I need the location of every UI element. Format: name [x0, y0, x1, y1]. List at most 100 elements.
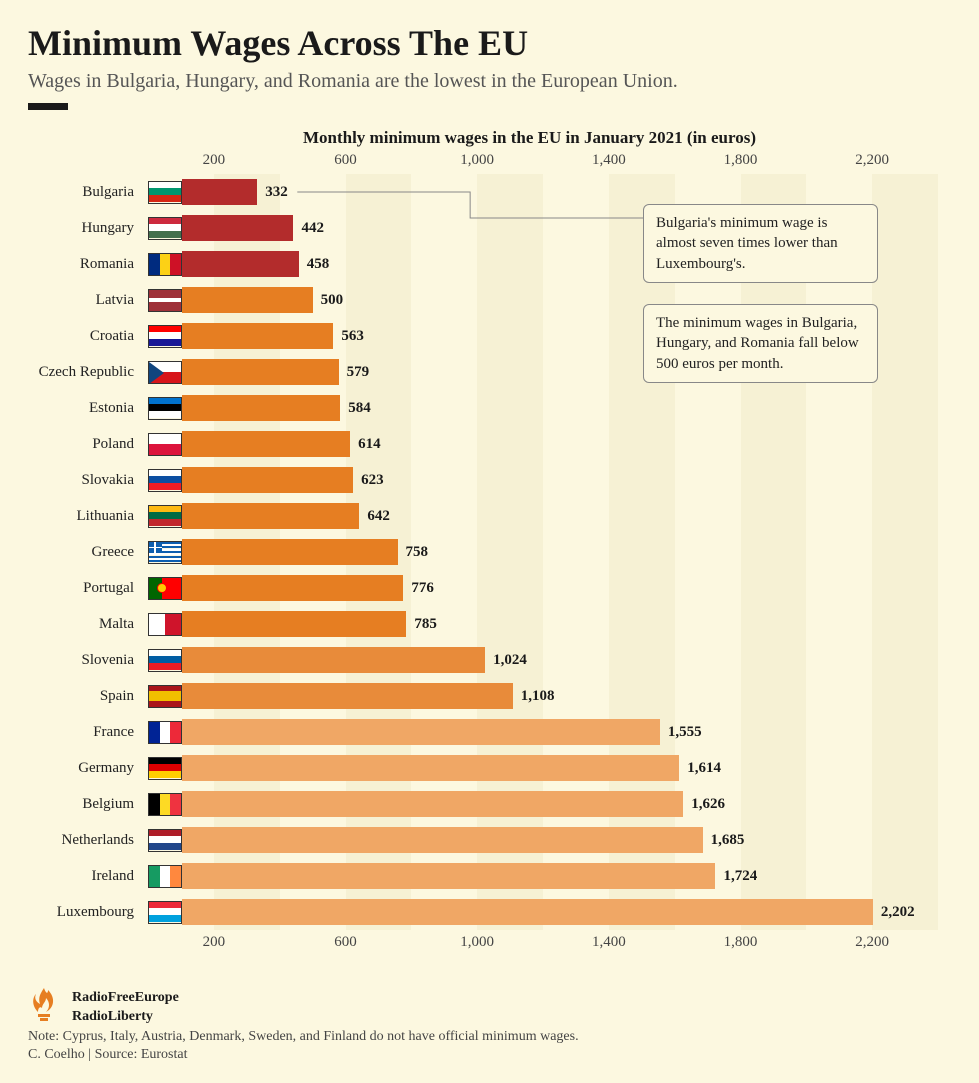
country-label: Slovakia [36, 472, 134, 489]
bar [182, 359, 339, 385]
logo-text-1: RadioFreeEurope [72, 990, 179, 1005]
bar-row: Lithuania642 [148, 498, 951, 534]
bar [182, 323, 333, 349]
bar-value: 614 [358, 436, 381, 453]
flag-croatia [148, 325, 182, 348]
bar-value: 500 [321, 292, 344, 309]
bar [182, 827, 703, 853]
chart-plot: Bulgaria332Hungary442Romania458Latvia500… [148, 174, 951, 930]
bar-row: Slovenia1,024 [148, 642, 951, 678]
bar [182, 539, 398, 565]
bar-row: Estonia584 [148, 390, 951, 426]
x-axis-bottom: 2006001,0001,4001,8002,200 [148, 934, 951, 956]
page-title: Minimum Wages Across The EU [28, 22, 951, 64]
bar-value: 642 [367, 508, 390, 525]
bar-value: 623 [361, 472, 384, 489]
flag-greece [148, 541, 182, 564]
axis-tick: 2,200 [855, 934, 889, 951]
axis-tick: 1,800 [724, 934, 758, 951]
country-label: Bulgaria [36, 184, 134, 201]
axis-tick: 1,000 [460, 152, 494, 169]
page-subtitle: Wages in Bulgaria, Hungary, and Romania … [28, 70, 951, 93]
country-label: Netherlands [36, 832, 134, 849]
bar [182, 647, 485, 673]
country-label: Germany [36, 760, 134, 777]
country-label: Hungary [36, 220, 134, 237]
flag-romania [148, 253, 182, 276]
bar-value: 563 [341, 328, 364, 345]
bar [182, 791, 683, 817]
bar [182, 431, 350, 457]
bar-value: 1,724 [723, 868, 757, 885]
accent-bar [28, 103, 68, 110]
footer: RadioFreeEurope RadioLiberty [28, 986, 951, 1027]
bar-row: Ireland1,724 [148, 858, 951, 894]
axis-tick: 1,400 [592, 934, 626, 951]
rferl-logo [28, 986, 60, 1027]
bar-value: 776 [411, 580, 434, 597]
flag-france [148, 721, 182, 744]
flag-hungary [148, 217, 182, 240]
bar [182, 863, 715, 889]
bar [182, 899, 873, 925]
bar-value: 1,024 [493, 652, 527, 669]
bar-row: Luxembourg2,202 [148, 894, 951, 930]
flag-ireland [148, 865, 182, 888]
bar [182, 251, 299, 277]
country-label: Poland [36, 436, 134, 453]
x-axis-top: 2006001,0001,4001,8002,200 [148, 152, 951, 174]
bar-value: 1,626 [691, 796, 725, 813]
bar [182, 755, 679, 781]
bar-row: Portugal776 [148, 570, 951, 606]
axis-tick: 200 [203, 152, 226, 169]
logo-text-2: RadioLiberty [72, 1009, 179, 1024]
flag-portugal [148, 577, 182, 600]
bar-value: 1,555 [668, 724, 702, 741]
callout-box: The minimum wages in Bulgaria, Hungary, … [643, 304, 878, 383]
footer-note: Note: Cyprus, Italy, Austria, Denmark, S… [28, 1029, 951, 1045]
flag-malta [148, 613, 182, 636]
flag-belgium [148, 793, 182, 816]
axis-tick: 600 [334, 152, 357, 169]
bar-value: 579 [347, 364, 370, 381]
flag-lithuania [148, 505, 182, 528]
country-label: Belgium [36, 796, 134, 813]
country-label: Portugal [36, 580, 134, 597]
country-label: Croatia [36, 328, 134, 345]
bar-row: Greece758 [148, 534, 951, 570]
axis-tick: 1,800 [724, 152, 758, 169]
bar-value: 458 [307, 256, 330, 273]
bar [182, 503, 359, 529]
country-label: Czech Republic [36, 364, 134, 381]
torch-icon [28, 986, 60, 1022]
flag-luxembourg [148, 901, 182, 924]
flag-germany [148, 757, 182, 780]
bar [182, 287, 313, 313]
country-label: Luxembourg [36, 904, 134, 921]
axis-tick: 200 [203, 934, 226, 951]
bar-row: Malta785 [148, 606, 951, 642]
chart-title: Monthly minimum wages in the EU in Janua… [108, 128, 951, 148]
axis-tick: 600 [334, 934, 357, 951]
flag-slovenia [148, 649, 182, 672]
chart-rows: Bulgaria332Hungary442Romania458Latvia500… [148, 174, 951, 930]
country-label: Greece [36, 544, 134, 561]
bar-row: Poland614 [148, 426, 951, 462]
country-label: Spain [36, 688, 134, 705]
country-label: Estonia [36, 400, 134, 417]
flag-poland [148, 433, 182, 456]
country-label: Lithuania [36, 508, 134, 525]
bar [182, 611, 406, 637]
flag-bulgaria [148, 181, 182, 204]
bar [182, 575, 403, 601]
bar-row: Spain1,108 [148, 678, 951, 714]
country-label: Romania [36, 256, 134, 273]
bar-row: Belgium1,626 [148, 786, 951, 822]
country-label: France [36, 724, 134, 741]
country-label: Ireland [36, 868, 134, 885]
bar [182, 467, 353, 493]
bar-value: 785 [414, 616, 437, 633]
flag-spain [148, 685, 182, 708]
bar-value: 584 [348, 400, 371, 417]
bar-value: 1,108 [521, 688, 555, 705]
